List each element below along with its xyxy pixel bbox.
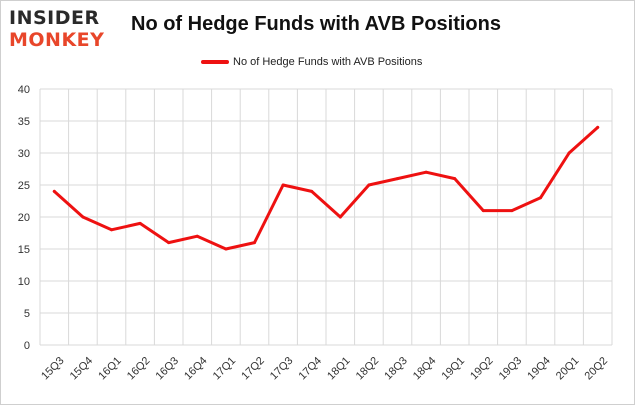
data-point bbox=[224, 247, 228, 251]
y-tick-label: 20 bbox=[18, 212, 30, 224]
data-point bbox=[596, 125, 600, 129]
insider-monkey-logo: INSIDER MONKEY bbox=[9, 7, 119, 53]
logo-line1: INSIDER bbox=[9, 7, 100, 29]
data-point bbox=[281, 183, 285, 187]
y-tick-label: 15 bbox=[18, 244, 30, 256]
chart-legend: No of Hedge Funds with AVB Positions bbox=[201, 53, 422, 71]
x-tick-label: 18Q3 bbox=[382, 355, 410, 383]
data-point bbox=[110, 228, 113, 232]
x-tick-label: 16Q2 bbox=[125, 355, 153, 383]
data-point bbox=[195, 234, 199, 238]
data-point bbox=[510, 209, 514, 213]
y-tick-label: 5 bbox=[24, 308, 30, 320]
x-tick-label: 19Q4 bbox=[525, 355, 553, 383]
data-point bbox=[310, 189, 314, 193]
x-tick-label: 19Q2 bbox=[468, 355, 496, 383]
x-tick-label: 18Q1 bbox=[325, 355, 353, 383]
x-tick-label: 19Q1 bbox=[440, 355, 468, 383]
x-tick-label: 18Q2 bbox=[354, 355, 382, 383]
y-tick-label: 30 bbox=[18, 148, 30, 160]
x-tick-label: 17Q1 bbox=[211, 355, 239, 383]
data-point bbox=[481, 209, 485, 213]
x-tick-label: 15Q3 bbox=[39, 355, 67, 383]
data-point bbox=[167, 241, 171, 245]
y-tick-label: 25 bbox=[18, 180, 30, 192]
x-tick-label: 17Q4 bbox=[297, 355, 325, 383]
x-tick-label: 17Q3 bbox=[268, 355, 296, 383]
y-tick-label: 40 bbox=[18, 84, 30, 96]
x-tick-label: 20Q2 bbox=[583, 355, 611, 383]
data-point bbox=[138, 221, 142, 225]
data-point bbox=[424, 170, 428, 174]
x-tick-label: 16Q1 bbox=[96, 355, 124, 383]
y-tick-label: 35 bbox=[18, 116, 30, 128]
x-tick-label: 16Q4 bbox=[182, 355, 210, 383]
y-tick-label: 10 bbox=[18, 276, 30, 288]
x-tick-label: 18Q4 bbox=[411, 355, 439, 383]
series-line bbox=[52, 125, 600, 251]
data-point bbox=[367, 183, 371, 187]
legend-swatch bbox=[201, 60, 229, 64]
legend-label: No of Hedge Funds with AVB Positions bbox=[233, 56, 423, 68]
data-point bbox=[52, 189, 56, 193]
x-tick-label: 20Q1 bbox=[554, 355, 582, 383]
data-point bbox=[539, 196, 542, 200]
data-point bbox=[338, 215, 342, 219]
data-point bbox=[396, 177, 399, 181]
data-point bbox=[81, 215, 85, 219]
chart-title: No of Hedge Funds with AVB Positions bbox=[131, 13, 501, 35]
data-point bbox=[253, 241, 256, 245]
x-tick-label: 16Q3 bbox=[154, 355, 182, 383]
logo-line2: MONKEY bbox=[9, 29, 105, 51]
data-point bbox=[567, 151, 571, 155]
x-tick-label: 15Q4 bbox=[68, 355, 96, 383]
data-point bbox=[453, 177, 457, 181]
y-tick-label: 0 bbox=[24, 340, 30, 352]
x-tick-label: 19Q3 bbox=[497, 355, 525, 383]
x-tick-label: 17Q2 bbox=[239, 355, 267, 383]
